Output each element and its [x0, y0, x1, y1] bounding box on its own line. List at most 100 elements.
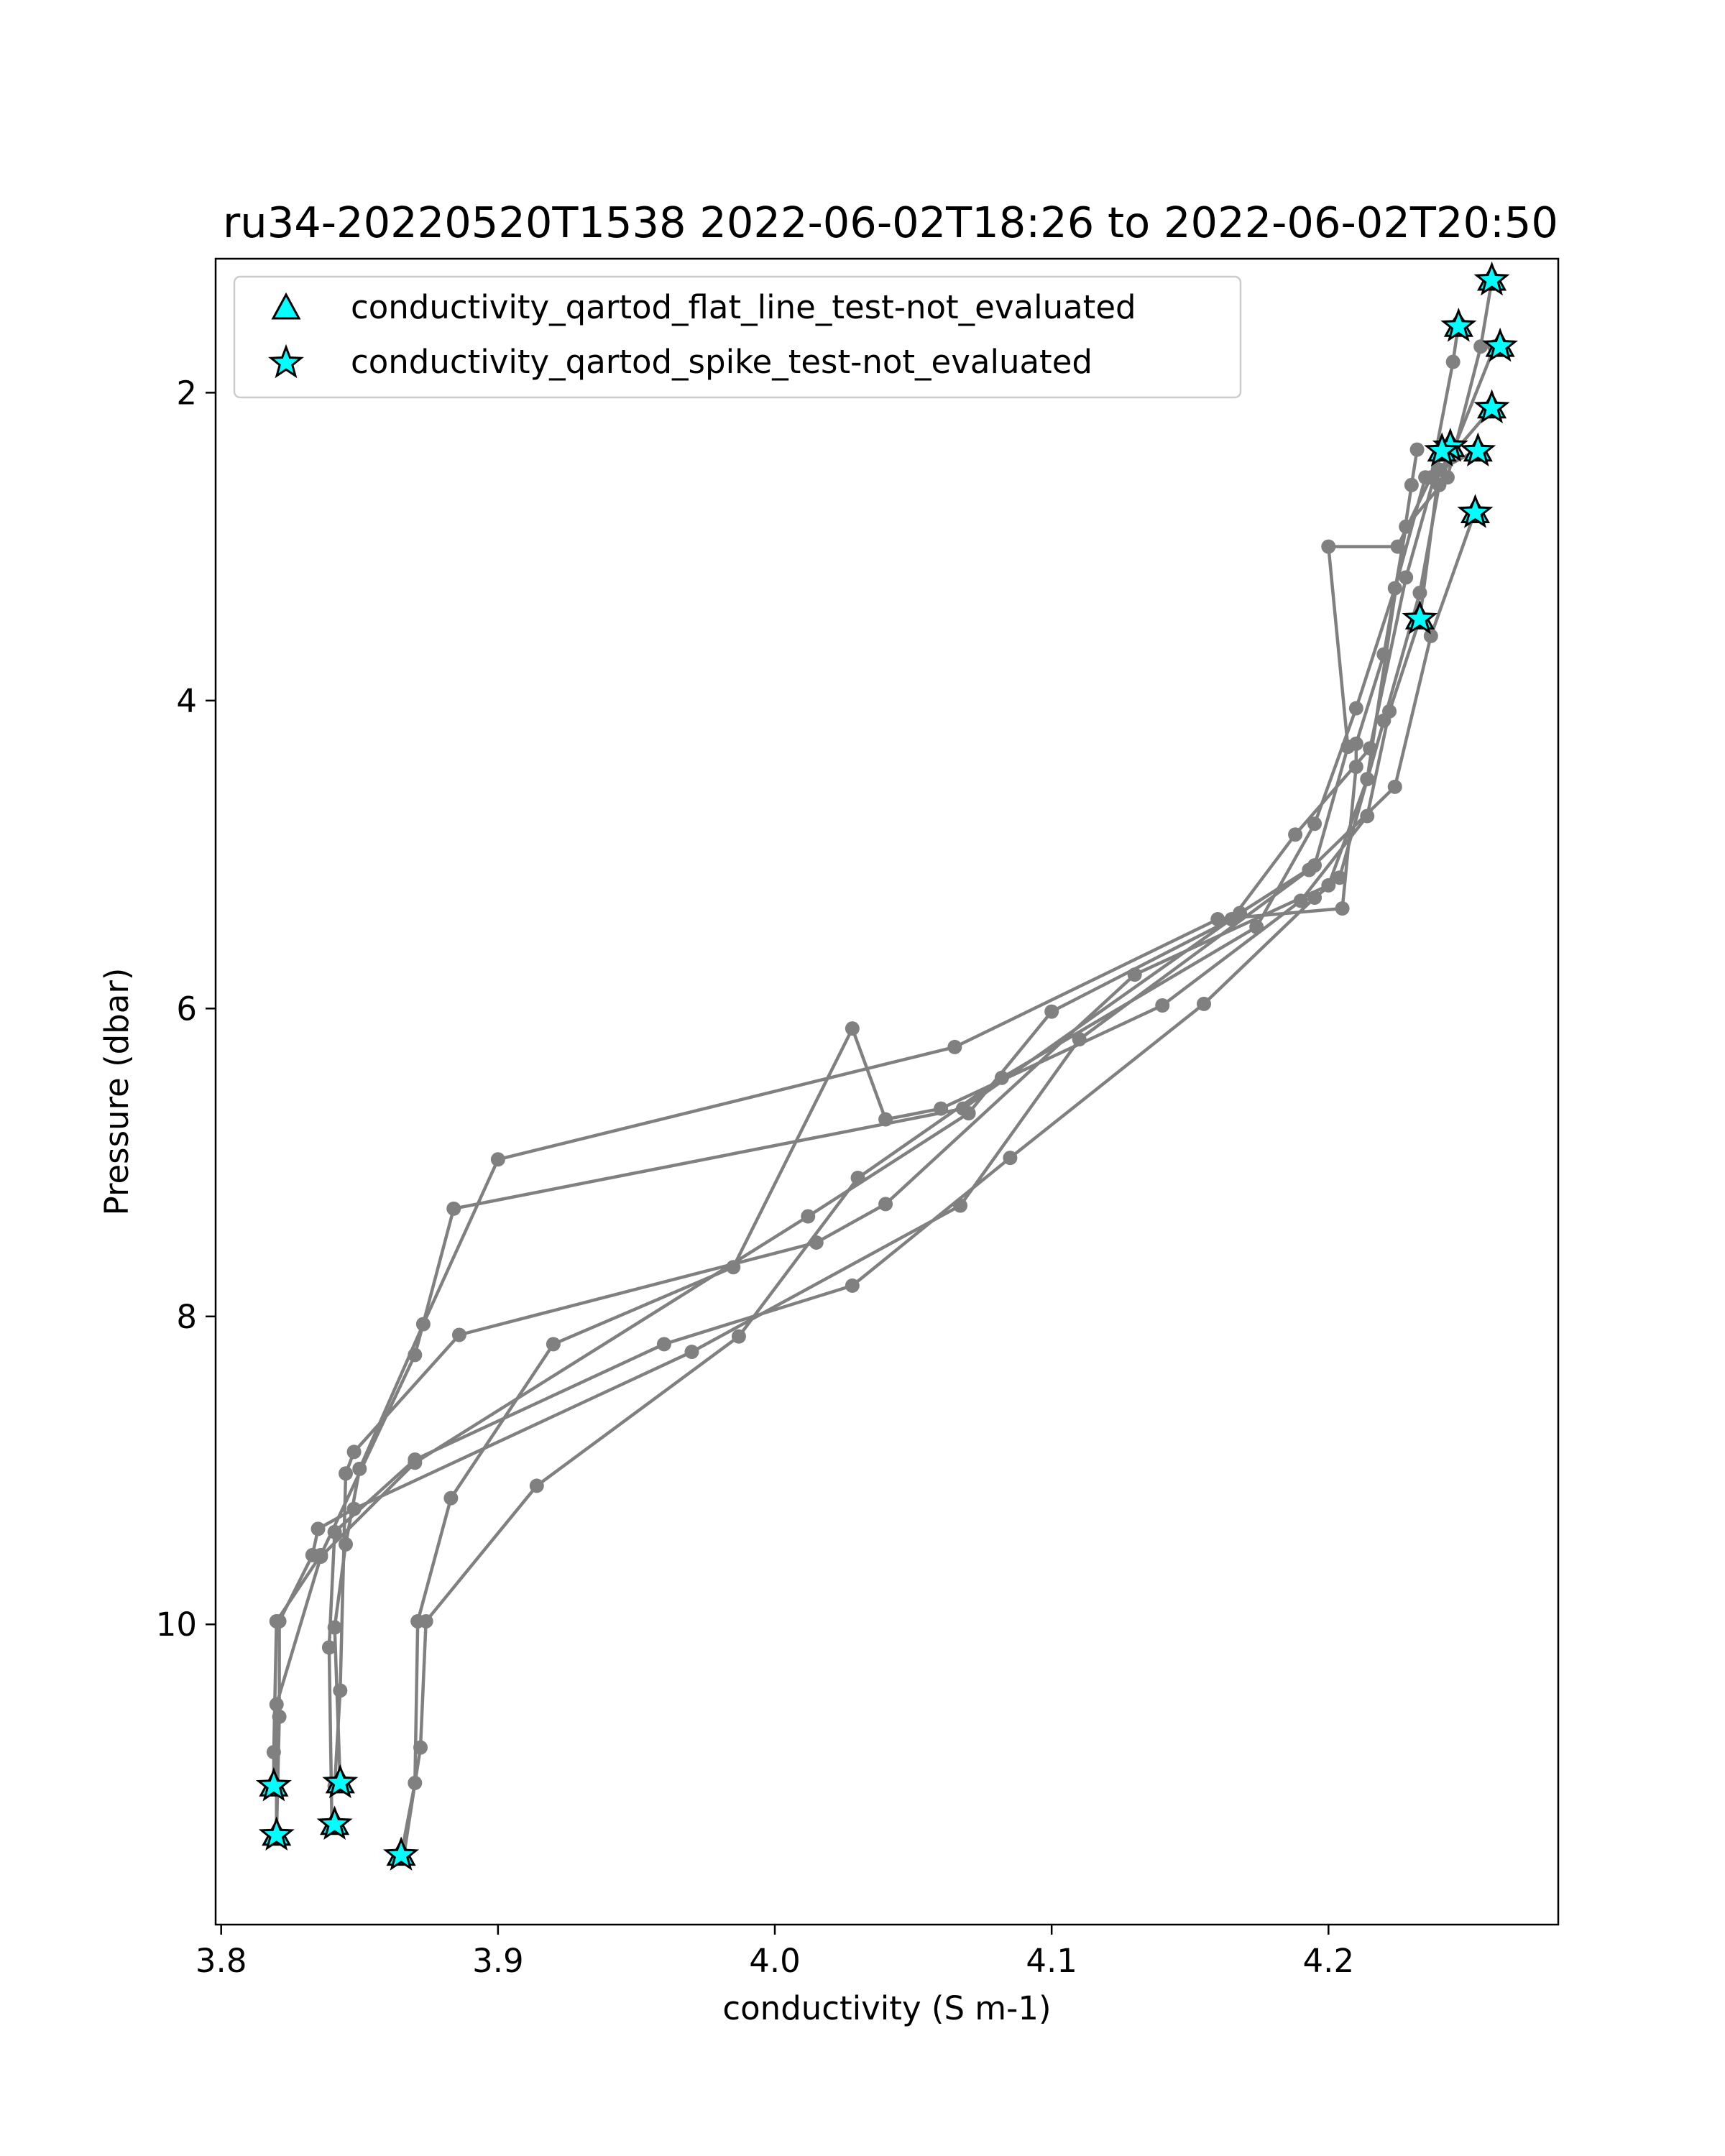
x-tick-label: 4.1: [1026, 1942, 1077, 1980]
series-point: [1003, 1151, 1018, 1166]
spike-test-marker: [1473, 261, 1510, 296]
series-point: [408, 1455, 423, 1470]
spike-test-marker: [258, 1816, 295, 1851]
series-point: [934, 1101, 949, 1116]
series-point: [269, 1697, 284, 1712]
series-point: [346, 1501, 362, 1516]
legend-label-flat-line-test: conductivity_qartod_flat_line_test-not_e…: [351, 288, 1136, 326]
series-point: [418, 1613, 433, 1628]
series-point: [546, 1337, 561, 1352]
series-point: [1249, 919, 1264, 934]
series-point: [1332, 870, 1347, 885]
series-point: [1307, 816, 1322, 831]
series-line-8: [275, 448, 1444, 1837]
series-point: [656, 1337, 671, 1352]
series-point: [1387, 779, 1402, 794]
series-point: [272, 1709, 287, 1724]
series-point: [1423, 628, 1438, 643]
legend: conductivity_qartod_flat_line_test-not_e…: [233, 275, 1242, 399]
plot-content: [255, 261, 1519, 1871]
legend-label-spike-test: conductivity_qartod_spike_test-not_evalu…: [351, 343, 1092, 381]
x-axis: 3.8 3.9 4.0 4.1 4.2: [196, 1925, 1354, 1980]
series-point: [339, 1537, 354, 1552]
spike-test-marker: [255, 1766, 292, 1802]
spike-test-marker: [1402, 600, 1438, 635]
spike-test-marker: [1473, 389, 1510, 424]
spike-test-marker: [1460, 432, 1496, 467]
series-point: [1348, 701, 1363, 716]
spike-test-marker: [322, 1764, 359, 1799]
series-point: [310, 1521, 326, 1537]
spike-test-marker: [1482, 327, 1519, 362]
series-point: [1072, 1032, 1087, 1047]
plot-frame: [214, 257, 1560, 1926]
series-point: [272, 1613, 287, 1628]
series-point: [443, 1491, 459, 1506]
series-point: [1409, 442, 1425, 457]
series-point: [446, 1201, 461, 1216]
spike-test-marker: [1440, 308, 1477, 342]
series-point: [1197, 996, 1212, 1011]
x-axis-label: conductivity (S m-1): [722, 1989, 1051, 2027]
series-point: [346, 1445, 362, 1460]
series-point: [1445, 354, 1460, 369]
series-point: [1321, 877, 1336, 893]
series-point: [1382, 704, 1397, 719]
series-point: [1360, 808, 1375, 824]
series-point: [1404, 477, 1419, 492]
x-tick-label: 3.9: [472, 1942, 524, 1980]
series-point: [529, 1478, 544, 1493]
y-tick-label: 2: [176, 374, 197, 412]
y-tick-label: 4: [176, 682, 197, 720]
x-tick-label: 3.8: [196, 1942, 247, 1980]
legend-triangle-marker: [271, 292, 301, 320]
series-line-4: [399, 406, 1494, 1857]
series-point: [327, 1524, 342, 1539]
spike-test-marker: [316, 1805, 353, 1840]
series-point: [947, 1039, 962, 1054]
series-point: [731, 1329, 746, 1344]
series-point: [408, 1348, 423, 1363]
series-point: [1155, 998, 1170, 1013]
series-point: [413, 1740, 428, 1755]
series-point: [1399, 570, 1414, 585]
x-tick-label: 4.2: [1303, 1942, 1355, 1980]
y-axis: 2 4 6 8 10: [156, 374, 216, 1644]
legend-star-icon: [268, 344, 304, 379]
series-point: [1288, 827, 1303, 842]
series-point: [1473, 339, 1489, 354]
series-point: [339, 1466, 354, 1481]
spike-test-marker: [383, 1836, 420, 1871]
legend-triangle-icon: [271, 292, 301, 320]
y-tick-label: 10: [156, 1606, 197, 1644]
y-tick-label: 8: [176, 1298, 197, 1336]
x-tick-label: 4.0: [749, 1942, 801, 1980]
series-point: [801, 1209, 816, 1224]
series-point: [845, 1278, 860, 1293]
spike-test-marker: [1457, 494, 1494, 528]
y-axis-label: Pressure (dbar): [98, 968, 136, 1216]
series-point: [961, 1105, 976, 1120]
series-point: [1224, 912, 1239, 927]
series-point: [333, 1683, 348, 1698]
legend-star-marker: [268, 344, 304, 379]
series-point: [1360, 772, 1375, 787]
series-point: [1363, 741, 1378, 756]
series-point: [1044, 1004, 1059, 1019]
series-point: [451, 1327, 466, 1342]
chart-title: ru34-20220520T1538 2022-06-02T18:26 to 2…: [223, 198, 1558, 247]
series-point: [313, 1549, 328, 1564]
series-point: [809, 1235, 824, 1250]
series-point: [1302, 862, 1317, 877]
series-point: [878, 1197, 893, 1212]
spike-test-marker: [1424, 432, 1460, 467]
series-point: [878, 1112, 893, 1127]
series-point: [684, 1345, 699, 1360]
series-point: [994, 1070, 1009, 1085]
series-point: [490, 1152, 505, 1167]
series-point: [845, 1021, 860, 1036]
legend-frame: [233, 275, 1242, 399]
series-point: [953, 1198, 968, 1213]
y-tick-label: 6: [176, 990, 197, 1028]
